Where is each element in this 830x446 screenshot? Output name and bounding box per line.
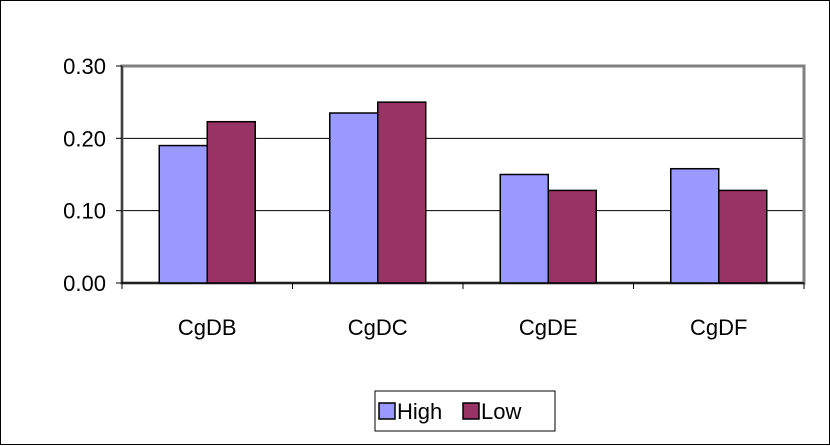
bars: [158, 101, 768, 284]
y-tick-label: 0.20: [63, 126, 106, 151]
y-tick-label: 0.10: [63, 199, 106, 224]
bar-low-cgdf: [718, 189, 768, 284]
x-tick-label: CgDB: [178, 315, 237, 340]
legend-label-high: High: [397, 399, 442, 424]
legend: High Low: [374, 390, 556, 432]
x-axis: CgDB CgDC CgDE CgDF: [121, 282, 805, 340]
bar-low-cgdb: [206, 120, 256, 284]
legend-swatch-low: [462, 402, 480, 420]
legend-swatch-high: [378, 402, 396, 420]
bar-low-cgde: [547, 189, 597, 284]
y-axis: 0.00 0.10 0.20 0.30: [63, 54, 123, 296]
bar-high-cgdc: [329, 112, 379, 284]
bar-high-cgdf: [670, 167, 720, 284]
bar-high-cgdb: [158, 144, 208, 284]
y-tick-label: 0.30: [63, 54, 106, 79]
x-tick-label: CgDE: [519, 315, 578, 340]
y-tick-label: 0.00: [63, 271, 106, 296]
x-tick-label: CgDF: [690, 315, 747, 340]
x-tick-label: CgDC: [348, 315, 408, 340]
legend-label-low: Low: [481, 399, 521, 424]
bar-high-cgde: [499, 173, 549, 284]
bar-low-cgdc: [377, 101, 427, 284]
